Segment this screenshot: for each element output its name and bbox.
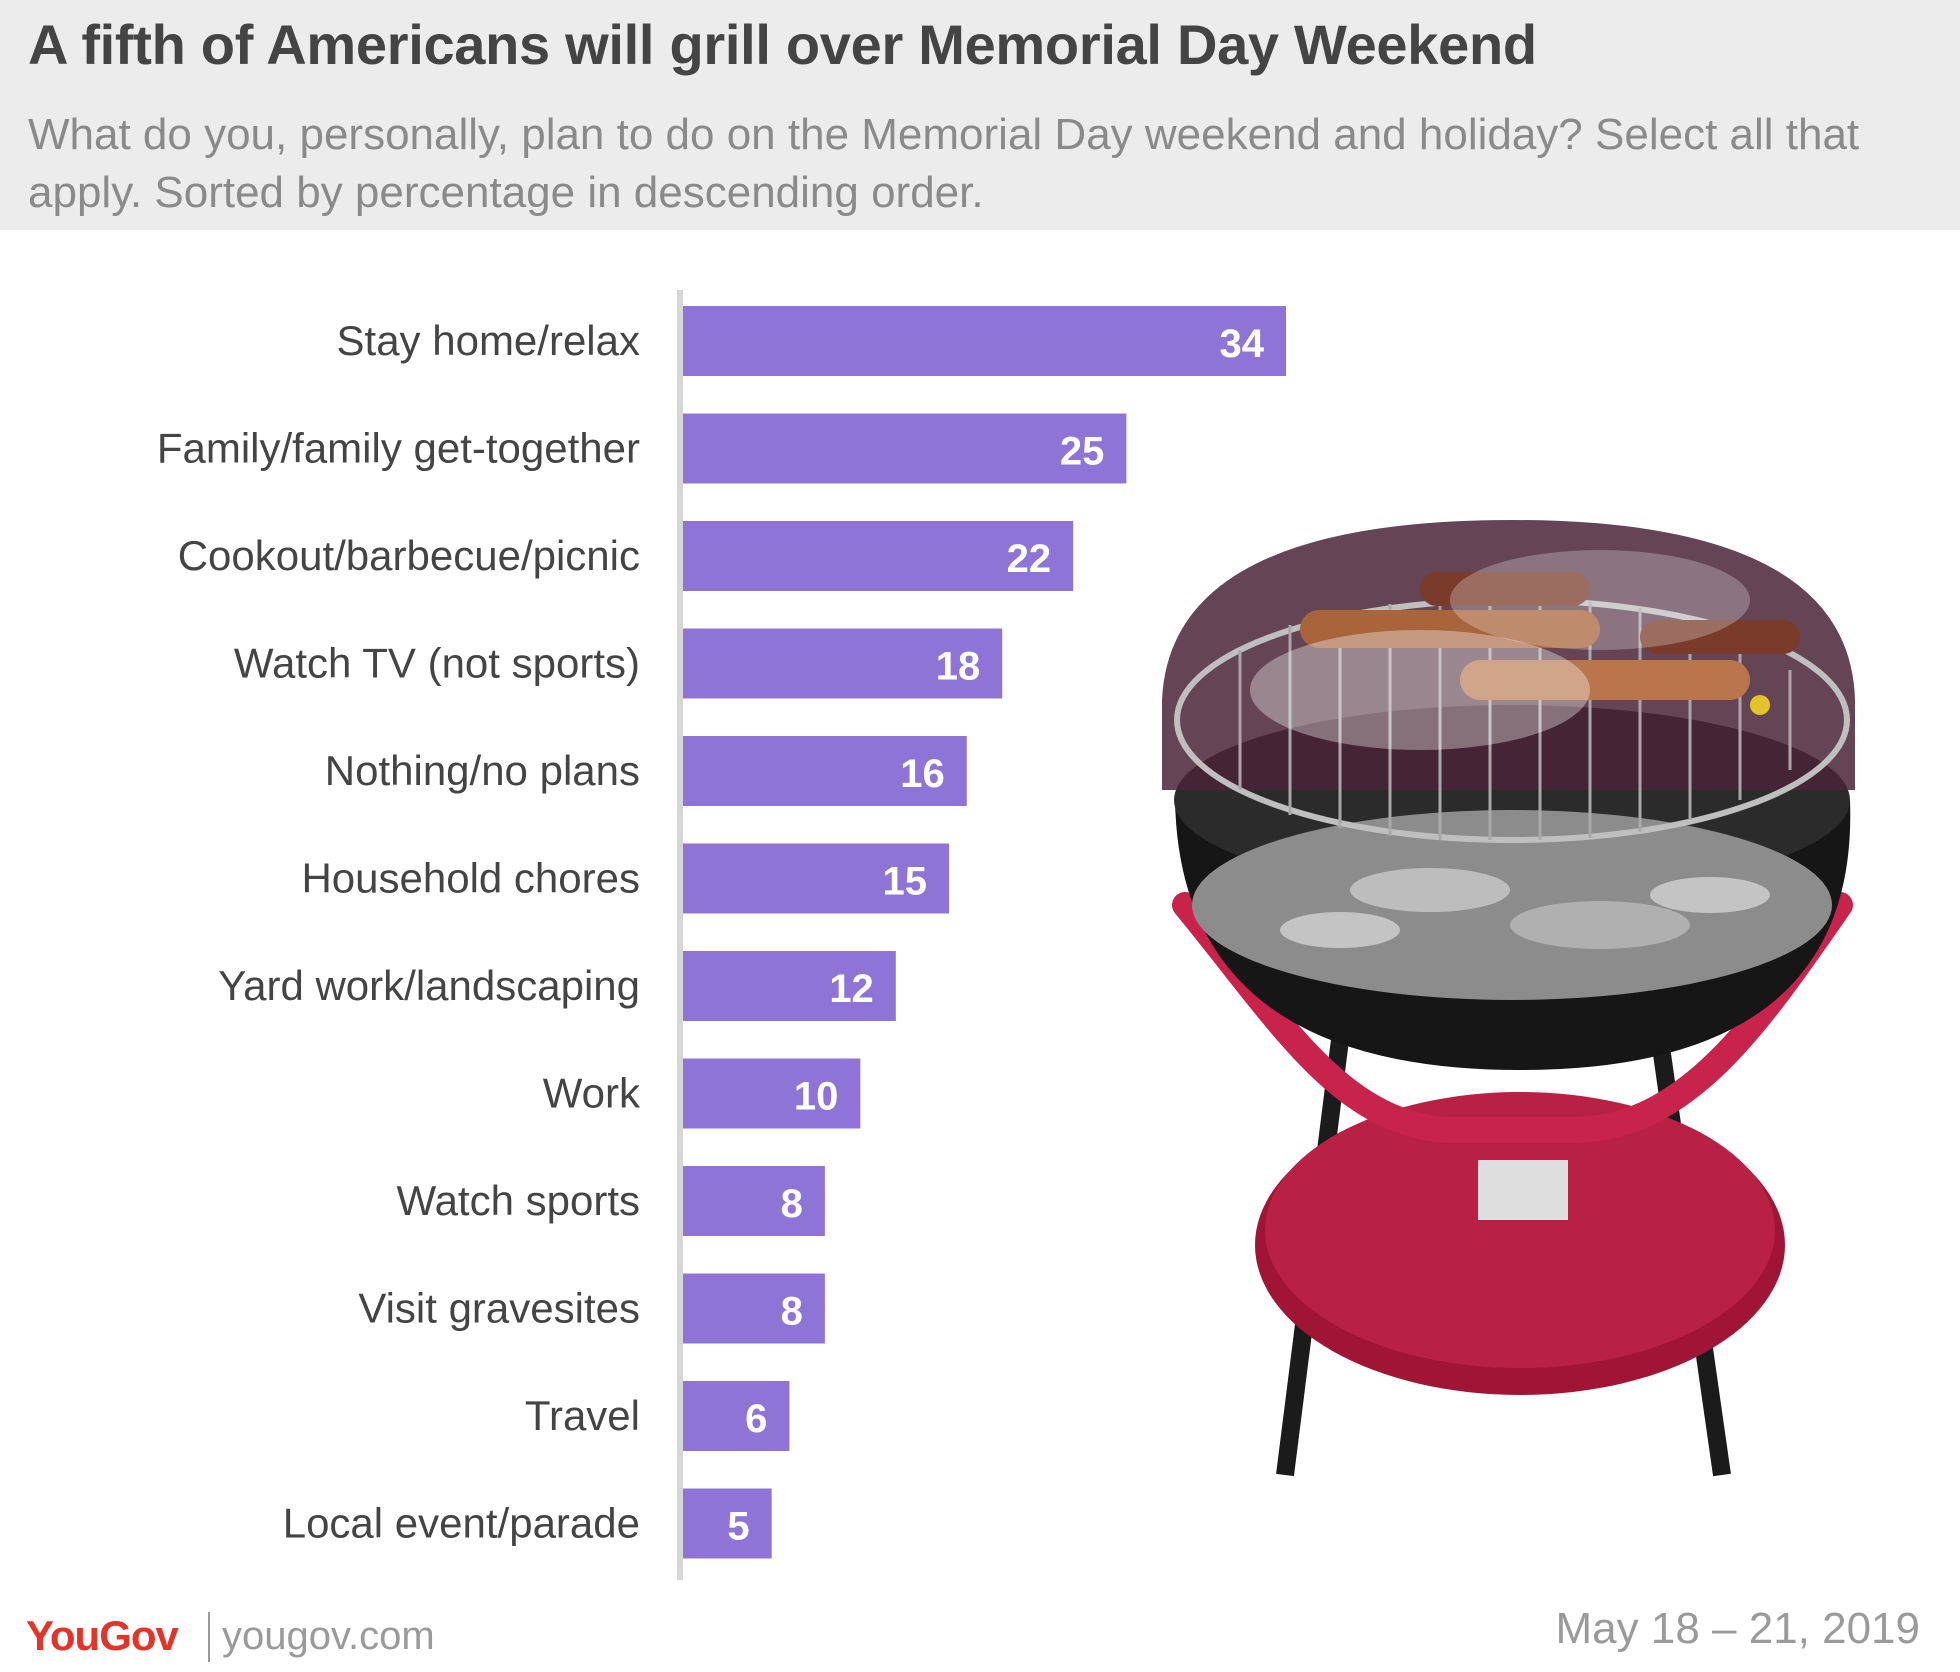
grill-illustration — [1162, 520, 1855, 1477]
value-label: 12 — [829, 967, 874, 1011]
category-label: Travel — [525, 1392, 640, 1439]
value-label: 8 — [781, 1182, 803, 1226]
value-label: 5 — [727, 1505, 749, 1549]
value-label: 22 — [1007, 537, 1052, 581]
category-label: Work — [543, 1070, 641, 1117]
grill-charcoal — [1192, 810, 1832, 1000]
survey-date: May 18 – 21, 2019 — [1555, 1604, 1920, 1653]
grill-sausage-2 — [1640, 620, 1800, 654]
grill-skewer-2 — [1460, 660, 1750, 700]
value-label: 25 — [1060, 430, 1105, 474]
grill-shelf-label — [1478, 1160, 1568, 1220]
bar-6 — [683, 951, 896, 1021]
category-label: Stay home/relax — [337, 317, 640, 364]
grill-smoke — [1250, 630, 1590, 750]
bar-3 — [683, 628, 1003, 699]
category-label: Yard work/landscaping — [218, 962, 640, 1009]
bar-7 — [683, 1058, 861, 1129]
grill-sausage-1 — [1420, 572, 1590, 606]
value-label: 8 — [781, 1290, 803, 1334]
category-label: Household chores — [301, 855, 640, 902]
bar-chart: Stay home/relax 34 Family/family get-toget… — [157, 290, 1855, 1580]
bar-8 — [683, 1166, 825, 1236]
category-label: Local event/parade — [283, 1500, 640, 1547]
bar-5 — [683, 843, 950, 914]
value-label: 10 — [794, 1075, 839, 1119]
grill-skewer-1 — [1300, 610, 1600, 648]
bar-1 — [683, 413, 1127, 484]
chart-title: A fifth of Americans will grill over Mem… — [28, 13, 1537, 76]
bar-2 — [683, 521, 1074, 591]
value-label: 18 — [936, 645, 981, 689]
bar-11 — [683, 1488, 772, 1559]
category-label: Watch TV (not sports) — [234, 640, 640, 687]
yougov-logo: YouGov — [26, 1612, 179, 1659]
category-label: Cookout/barbecue/picnic — [178, 532, 640, 579]
category-label: Watch sports — [396, 1177, 640, 1224]
grill-lid — [1162, 520, 1855, 790]
value-label: 34 — [1220, 322, 1265, 366]
bar-0 — [683, 306, 1286, 376]
value-label: 15 — [883, 860, 928, 904]
header-band: A fifth of Americans will grill over Mem… — [0, 0, 1960, 230]
chart-subtitle: What do you, personally, plan to do on t… — [28, 110, 1860, 217]
footer-separator — [208, 1612, 210, 1662]
category-label: Nothing/no plans — [325, 747, 640, 794]
bar-9 — [683, 1273, 825, 1344]
bar-4 — [683, 736, 967, 806]
bar-10 — [683, 1381, 790, 1451]
category-label: Family/family get-together — [157, 425, 640, 472]
value-label: 6 — [745, 1397, 767, 1441]
category-label: Visit gravesites — [358, 1285, 640, 1332]
bars-group: Stay home/relax 34 Family/family get-toget… — [157, 306, 1286, 1559]
footer-url: yougov.com — [222, 1614, 435, 1658]
value-label: 16 — [900, 752, 945, 796]
grill-shelf-top — [1265, 1092, 1775, 1368]
grill-frame — [1172, 892, 1853, 1143]
